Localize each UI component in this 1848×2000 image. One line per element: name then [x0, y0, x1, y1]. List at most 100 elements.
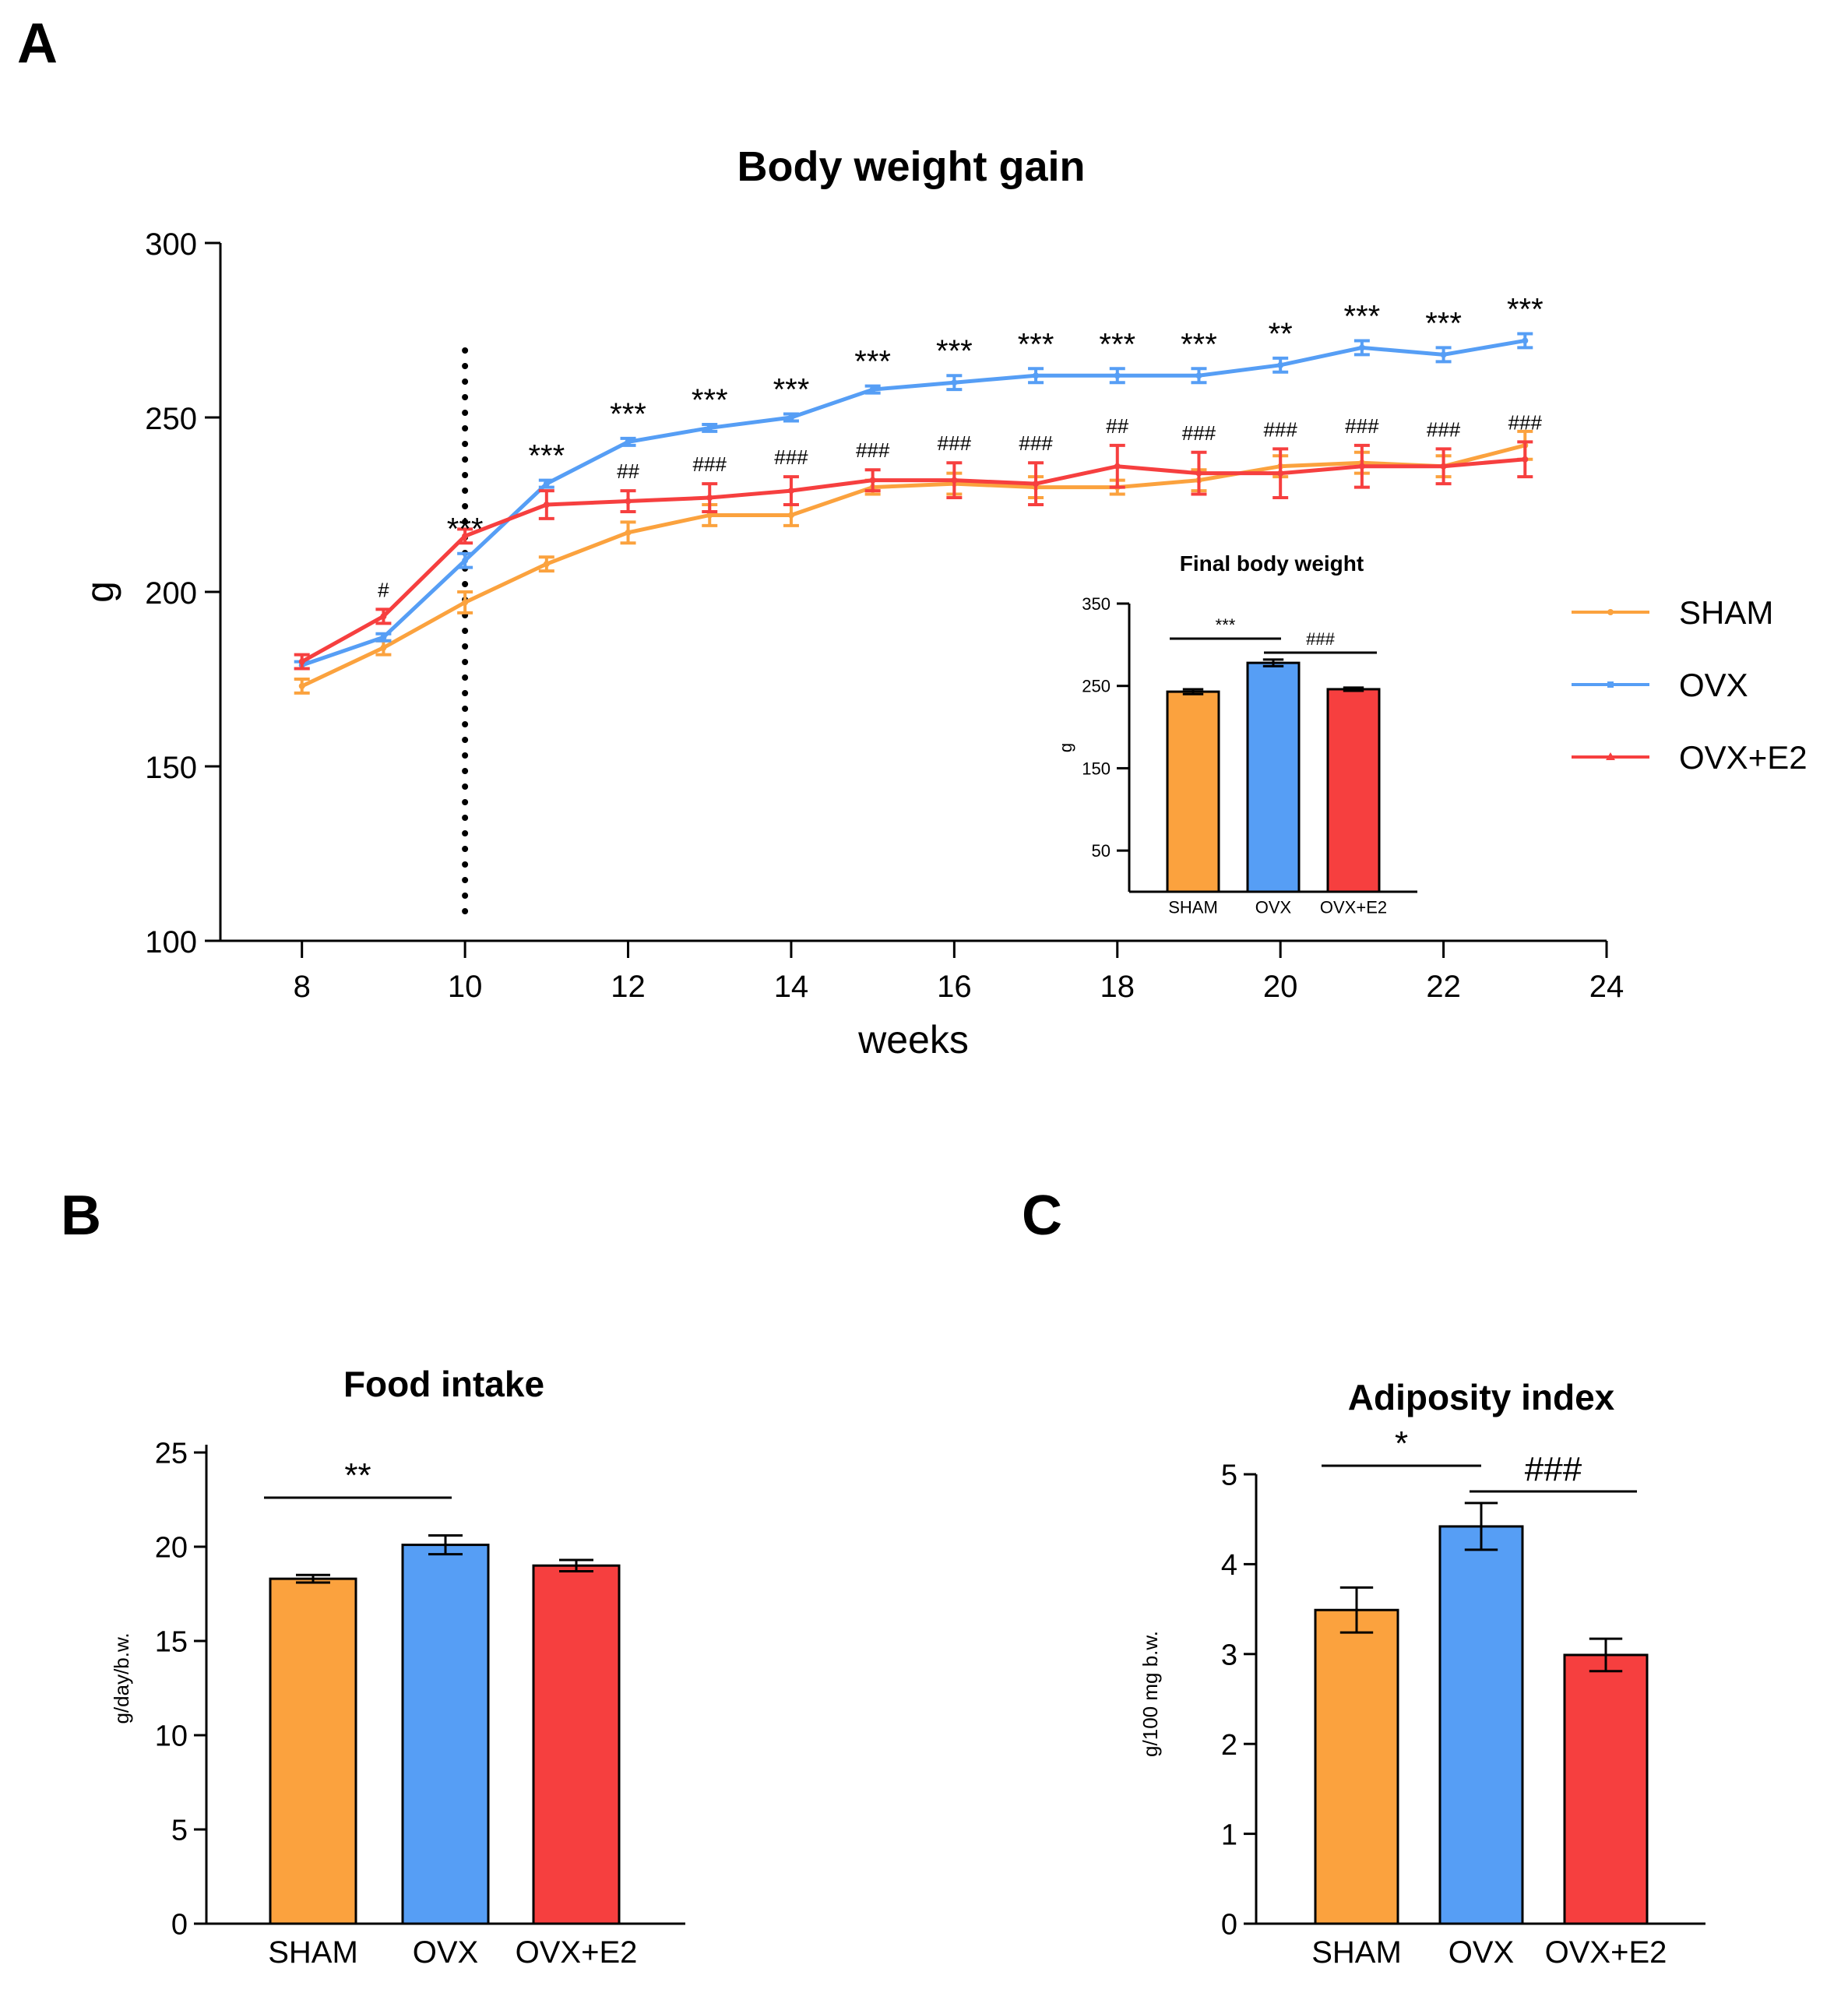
legend-item-sham: SHAM — [1572, 594, 1773, 631]
legend-marker-ovx — [1607, 681, 1614, 688]
chart-c-y-label: g/100 mg b.w. — [1139, 1631, 1162, 1757]
inset-significance-label: ### — [1306, 629, 1335, 649]
inset-title: Final body weight — [1180, 551, 1364, 576]
panel-label-c: C — [1022, 1185, 1062, 1247]
significance-e2-vs-ovx: ### — [1019, 431, 1053, 455]
chart-c-category-label: OVX — [1448, 1935, 1514, 1970]
data-point-ovx — [1277, 361, 1284, 368]
chart-a-x-tick-label: 20 — [1263, 970, 1298, 1004]
chart-c-y-tick-label: 2 — [1221, 1729, 1237, 1762]
chart-b-significance-label: ** — [344, 1456, 371, 1495]
chart-c-significance: * ### — [1322, 1424, 1637, 1493]
chart-b-category-label: OVX — [413, 1935, 478, 1970]
significance-ovx-vs-sham: ** — [1269, 317, 1293, 351]
chart-a-axes — [219, 243, 1607, 942]
significance-e2-vs-ovx: ### — [1508, 410, 1543, 434]
chart-a-x-label: weeks — [857, 1018, 969, 1062]
significance-ovx-vs-sham: *** — [936, 334, 973, 368]
chart-b-y-tick-label: 20 — [155, 1532, 188, 1565]
legend-marker-sham — [1607, 609, 1614, 615]
chart-a-x-tick-label: 8 — [294, 970, 311, 1004]
chart-b-y-tick-label: 0 — [171, 1909, 188, 1942]
chart-c-y-tick-label: 0 — [1221, 1909, 1237, 1942]
data-point-ovx — [462, 557, 469, 564]
chart-a-x-tick-label: 10 — [448, 970, 483, 1004]
significance-e2-vs-ovx: ### — [856, 438, 890, 462]
data-point-ovx — [625, 438, 632, 445]
data-point-sham — [787, 512, 794, 519]
data-point-ovx — [1358, 344, 1365, 351]
chart-b-category-label: SHAM — [268, 1935, 358, 1970]
series-line-ovx-e2 — [301, 457, 1526, 664]
chart-c-bars: SHAM OVX OVX+E2 — [1311, 1502, 1667, 1970]
significance-e2-vs-ovx: ## — [1106, 414, 1128, 438]
inset-y-tick-label: 250 — [1082, 677, 1111, 696]
data-point-ovx-e2 — [1358, 463, 1365, 470]
data-point-sham — [625, 529, 632, 536]
data-point-ovx-e2 — [462, 533, 469, 540]
chart-c-y-tick-label: 1 — [1221, 1819, 1237, 1851]
data-point-ovx — [787, 414, 794, 421]
data-point-ovx — [951, 379, 958, 386]
inset-y-tick-label: 350 — [1082, 594, 1111, 614]
significance-e2-vs-ovx: ### — [1263, 417, 1297, 441]
chart-c-significance-label: ### — [1525, 1450, 1582, 1488]
series-line-ovx — [301, 338, 1526, 667]
inset-bars: SHAM OVX OVX+E2 — [1166, 658, 1387, 917]
series-line-sham — [301, 443, 1526, 688]
chart-c-bar-sham — [1314, 1608, 1399, 1925]
significance-ovx-vs-sham: *** — [1507, 292, 1544, 326]
chart-c-y-tick-label: 5 — [1221, 1460, 1237, 1492]
inset-y-label: g — [1056, 743, 1075, 752]
data-point-ovx — [1440, 351, 1447, 358]
significance-ovx-vs-sham: *** — [773, 373, 810, 407]
body-weight-chart: Body weight gain 100 150 200 250 300 8 10 12 14… — [78, 143, 1808, 1062]
chart-c-bar-ovx — [1438, 1525, 1524, 1925]
chart-a-y-tick-label: 150 — [145, 751, 197, 785]
significance-ovx-vs-sham: *** — [1018, 327, 1054, 361]
data-point-ovx-e2 — [380, 613, 387, 620]
chart-c-y-tick-label: 3 — [1221, 1639, 1237, 1671]
legend-label-sham: SHAM — [1679, 594, 1773, 631]
chart-a-legend: SHAM OVX OVX+E2 — [1572, 594, 1808, 776]
chart-a-title: Body weight gain — [737, 143, 1085, 190]
final-body-weight-inset: Final body weight g 50 150 250 350 SHAM OVX O… — [1056, 551, 1417, 917]
chart-a-y-tick-label: 100 — [145, 925, 197, 960]
data-point-ovx-e2 — [951, 477, 958, 484]
chart-a-x-tick-label: 16 — [937, 970, 972, 1004]
data-point-sham — [298, 682, 305, 689]
chart-b-y-tick-label: 5 — [171, 1815, 188, 1847]
chart-a-y-ticks: 100 150 200 250 300 — [145, 227, 220, 960]
data-point-ovx — [1195, 372, 1202, 379]
legend-label-ovx-e2: OVX+E2 — [1679, 739, 1808, 776]
significance-ovx-vs-sham: *** — [854, 345, 891, 379]
legend-marker-ovx-e2 — [1606, 752, 1615, 760]
data-point-sham — [706, 512, 713, 519]
chart-c-category-label: OVX+E2 — [1545, 1935, 1667, 1970]
chart-b-y-tick-label: 15 — [155, 1626, 188, 1659]
data-point-ovx — [543, 481, 550, 488]
significance-ovx-vs-sham: *** — [692, 383, 728, 417]
chart-a-x-ticks: 8 10 12 14 16 18 20 22 24 — [294, 941, 1624, 1004]
data-point-ovx-e2 — [787, 488, 794, 495]
panel-label-b: B — [61, 1185, 101, 1247]
significance-ovx-vs-sham: *** — [1099, 327, 1135, 361]
data-point-ovx-e2 — [1440, 463, 1447, 470]
significance-ovx-vs-sham: *** — [1181, 327, 1217, 361]
inset-y-ticks: 50 150 250 350 — [1082, 594, 1129, 861]
significance-e2-vs-ovx: ### — [774, 445, 808, 469]
data-point-ovx — [1114, 372, 1121, 379]
chart-a-x-tick-label: 24 — [1589, 970, 1624, 1004]
significance-ovx-vs-sham: *** — [1344, 299, 1381, 333]
inset-y-tick-label: 150 — [1082, 759, 1111, 778]
inset-y-tick-label: 50 — [1092, 841, 1111, 861]
chart-a-y-tick-label: 300 — [145, 227, 197, 262]
data-point-ovx — [1522, 337, 1529, 344]
significance-e2-vs-ovx: ## — [617, 460, 639, 483]
chart-a-y-tick-label: 200 — [145, 576, 197, 611]
significance-e2-vs-ovx: ### — [693, 452, 727, 476]
inset-category-label: OVX — [1255, 898, 1292, 917]
chart-b-title: Food intake — [343, 1364, 544, 1404]
data-point-ovx — [1033, 372, 1040, 379]
adiposity-index-chart: Adiposity index g/100 mg b.w. 0 1 2 3 4 5 SHA… — [1139, 1377, 1705, 1970]
